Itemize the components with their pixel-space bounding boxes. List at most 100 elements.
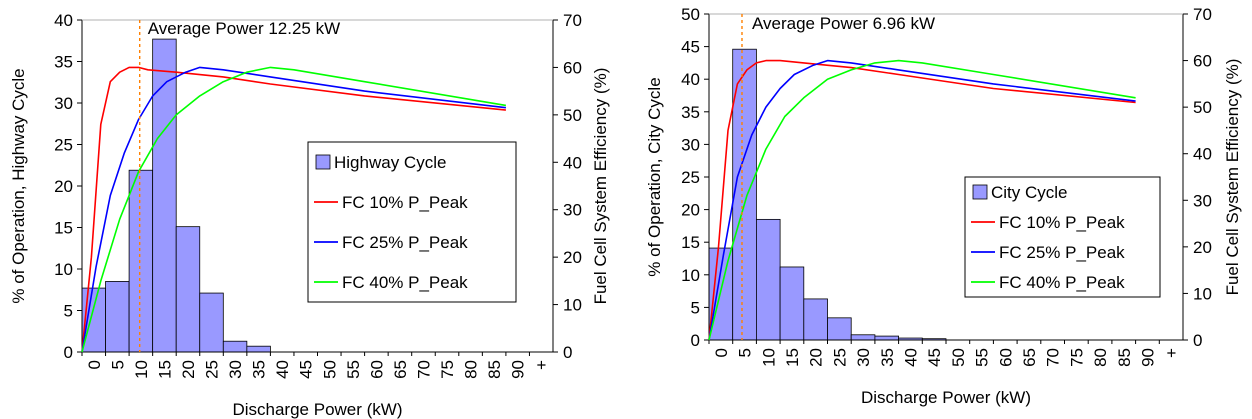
legend-box: [964, 176, 1161, 298]
bar-15: [779, 266, 805, 341]
x-tick-label: 80: [462, 360, 481, 379]
bar-20: [803, 298, 828, 341]
y-tick-label: 15: [681, 233, 700, 252]
x-tick-label: 65: [391, 360, 410, 379]
y-axis-label: % of Operation, Highway Cycle: [9, 68, 28, 303]
bar-30: [850, 334, 876, 341]
y2-tick-label: 30: [1193, 191, 1212, 210]
x-tick-label: 15: [783, 348, 802, 367]
y-tick-label: 0: [64, 343, 73, 362]
y-tick-label: 25: [54, 136, 73, 155]
x-tick-label: +: [1162, 348, 1181, 358]
x-tick-label: 5: [108, 360, 127, 369]
x-tick-label: 65: [1020, 348, 1039, 367]
y2-tick-label: 50: [563, 106, 582, 125]
x-tick-label: 35: [250, 360, 269, 379]
x-axis-label: Discharge Power (kW): [861, 388, 1031, 407]
bar-25: [827, 317, 852, 341]
series-line-1: [81, 66, 506, 353]
y2-tick-label: 40: [1193, 145, 1212, 164]
y-tick-label: 30: [54, 94, 73, 113]
x-tick-label: 50: [949, 348, 968, 367]
bar-35: [246, 345, 271, 353]
y2-tick-label: 60: [1193, 52, 1212, 71]
legend-label: FC 40% P_Peak: [999, 273, 1125, 292]
x-tick-label: 90: [509, 360, 528, 379]
x-tick-label: 85: [485, 360, 504, 379]
series-line-2: [81, 66, 506, 353]
series-line-2: [708, 59, 1136, 341]
y2-axis-label: Fuel Cell System Efficiency (%): [591, 68, 610, 305]
x-tick-label: 80: [1091, 348, 1110, 367]
y-tick-label: 15: [54, 219, 73, 238]
x-tick-label: 45: [297, 360, 316, 379]
bar-5: [105, 281, 130, 353]
average-power-label: Average Power 12.25 kW: [148, 19, 340, 38]
bar-30: [222, 340, 248, 353]
legend-label: FC 40% P_Peak: [342, 273, 468, 292]
y-tick-label: 45: [681, 38, 700, 57]
y-tick-label: 5: [64, 302, 73, 321]
y-tick-label: 30: [681, 135, 700, 154]
series-line-1: [708, 59, 1136, 341]
x-tick-label: 75: [1067, 348, 1086, 367]
y-tick-label: 25: [681, 168, 700, 187]
legend-label: Highway Cycle: [334, 153, 446, 172]
legend: City Cycle FC 10% P_Peak FC 25% P_Peak FC 4…: [964, 176, 1161, 298]
x-tick-label: 60: [996, 348, 1015, 367]
x-tick-label: 0: [85, 360, 104, 369]
y-tick-label: 10: [54, 260, 73, 279]
legend-label: FC 25% P_Peak: [342, 233, 468, 252]
x-tick-label: 55: [973, 348, 992, 367]
x-tick-label: 45: [925, 348, 944, 367]
y-tick-label: 0: [691, 331, 700, 350]
x-tick-label: 30: [226, 360, 245, 379]
legend-swatch-bar: [972, 184, 988, 200]
bar-10: [756, 218, 781, 341]
legend-label: City Cycle: [991, 183, 1068, 202]
legend-swatch-bar: [315, 154, 331, 170]
x-tick-label: 0: [712, 348, 731, 357]
x-tick-label: 60: [367, 360, 386, 379]
legend-label: FC 25% P_Peak: [999, 243, 1125, 262]
x-tick-label: 10: [132, 360, 151, 379]
series-line-3: [81, 66, 507, 353]
y-tick-label: 35: [54, 53, 73, 72]
x-tick-label: 40: [273, 360, 292, 379]
y2-tick-label: 70: [1193, 5, 1212, 24]
x-axis-label: Discharge Power (kW): [232, 400, 402, 419]
y2-tick-label: 0: [1193, 331, 1202, 350]
legend-box: [307, 141, 517, 303]
x-tick-label: 40: [901, 348, 920, 367]
x-tick-label: 20: [807, 348, 826, 367]
average-power-label: Average Power 6.96 kW: [752, 14, 935, 33]
x-tick-label: 25: [830, 348, 849, 367]
x-tick-label: 35: [878, 348, 897, 367]
series-line-3: [708, 59, 1136, 341]
x-tick-label: 20: [179, 360, 198, 379]
x-tick-label: 70: [1044, 348, 1063, 367]
bar-15: [152, 38, 177, 353]
bar-25: [199, 292, 224, 353]
legend: Highway Cycle FC 10% P_Peak FC 25% P_Peak F…: [307, 141, 517, 303]
y2-tick-label: 60: [563, 58, 582, 77]
x-tick-label: +: [532, 360, 551, 370]
bar-10: [128, 169, 154, 353]
x-tick-label: 25: [203, 360, 222, 379]
y2-tick-label: 50: [1193, 98, 1212, 117]
x-tick-label: 75: [438, 360, 457, 379]
y2-tick-label: 70: [563, 11, 582, 30]
x-tick-label: 10: [759, 348, 778, 367]
y-tick-label: 40: [54, 11, 73, 30]
x-tick-label: 90: [1138, 348, 1157, 367]
y-tick-label: 5: [691, 298, 700, 317]
bar-35: [874, 335, 900, 341]
bar-20: [175, 226, 201, 353]
y2-tick-label: 40: [563, 153, 582, 172]
y-tick-label: 40: [681, 70, 700, 89]
y2-tick-label: 10: [1193, 284, 1212, 303]
x-tick-label: 50: [320, 360, 339, 379]
x-tick-label: 5: [736, 348, 755, 357]
